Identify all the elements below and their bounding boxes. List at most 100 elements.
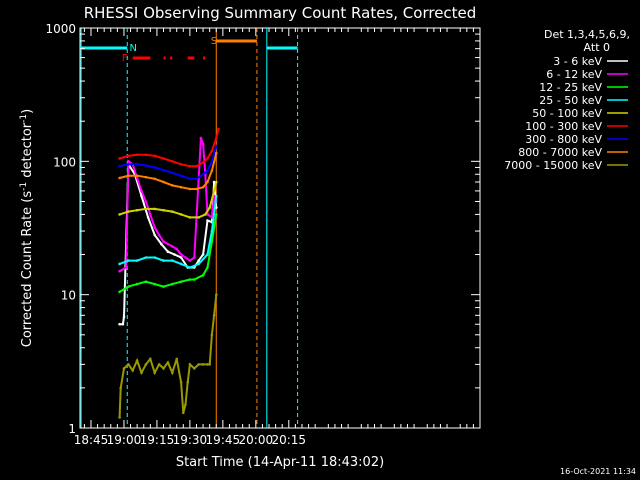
series-4-point <box>179 262 183 266</box>
legend-label: 50 - 100 keV <box>532 107 602 120</box>
series-3-point <box>127 285 130 288</box>
series-9-point <box>208 363 211 366</box>
plot-frame <box>79 27 481 429</box>
series-7-point <box>135 163 139 166</box>
series-6-point <box>201 161 205 164</box>
y-tick-label: 10 <box>61 289 76 303</box>
series-9-point <box>188 363 192 366</box>
series-7-point <box>127 163 130 166</box>
series-9-point <box>179 381 183 384</box>
series-1-point <box>140 194 143 198</box>
series-7-point <box>188 177 192 181</box>
legend-label: 800 - 7000 keV <box>518 146 602 159</box>
series-2-point <box>162 240 165 243</box>
y-tick-label: 1 <box>68 422 76 436</box>
series-4-point <box>135 259 139 262</box>
series-6-point <box>162 157 165 160</box>
series-3-point <box>193 278 196 281</box>
series-1-point <box>173 253 176 256</box>
series-8-point <box>215 151 218 155</box>
series-8-point <box>188 187 192 191</box>
series-3-point <box>206 266 209 269</box>
series-9-point <box>131 369 134 372</box>
legend-label: 100 - 300 keV <box>525 120 602 133</box>
series-3-point <box>153 282 156 286</box>
series-7-point <box>179 174 183 177</box>
series-8-point <box>162 180 165 184</box>
series-5-point <box>144 207 148 211</box>
series-6-point <box>118 157 121 160</box>
y-axis-label: Corrected Count Rate (s-1 detector-1) <box>19 109 35 347</box>
series-9-point <box>157 363 161 366</box>
series-5-point <box>208 206 211 209</box>
series-5-point <box>162 208 165 212</box>
series-2-point <box>153 226 156 229</box>
series-4-point <box>206 253 209 256</box>
series-5-point <box>127 210 130 213</box>
series-9-point <box>122 367 126 370</box>
series-8-point <box>135 174 139 177</box>
plot-content: N S F <box>80 28 299 428</box>
series-4-point <box>210 229 214 233</box>
series-9-point <box>166 361 170 364</box>
series-9-point <box>135 359 139 362</box>
series-2-point <box>140 189 143 193</box>
legend-header-1: Det 1,3,4,5,6,9, <box>544 28 630 41</box>
series-1-point <box>121 322 125 326</box>
series-8-point <box>201 185 205 189</box>
x-axis-label: Start Time (14-Apr-11 18:43:02) <box>176 455 384 470</box>
y-axis-label-part-1: Corrected Count Rate (s <box>20 191 35 348</box>
series-5-point <box>188 216 192 219</box>
series-1-point <box>197 259 200 262</box>
series-6-point <box>153 154 156 158</box>
series-3-point <box>201 273 205 277</box>
series-7-point <box>144 164 148 167</box>
x-tick-label: 20:15 <box>271 433 306 447</box>
series-1-point <box>160 242 163 246</box>
y-axis-label-sup-1: -1 <box>19 182 29 191</box>
y-axis-label-sup-2: -1 <box>19 114 29 123</box>
x-tick-label: 19:45 <box>206 433 241 447</box>
series-2-point <box>193 256 196 259</box>
series-3-point <box>179 280 183 284</box>
series-1-point <box>153 233 156 237</box>
series-7-point <box>195 177 198 181</box>
series-9-point <box>175 357 178 361</box>
series-1-point <box>212 180 216 184</box>
series-8-point <box>210 169 214 172</box>
series-5-point <box>135 208 139 212</box>
series-9-point <box>206 363 209 366</box>
series-9-point <box>215 293 218 297</box>
legend-label: 12 - 25 keV <box>539 81 602 94</box>
series-5-point <box>197 216 200 219</box>
series-5-point <box>171 210 174 213</box>
series-3-point <box>135 282 139 286</box>
series-4-point <box>197 262 200 266</box>
series-1-point <box>179 256 183 259</box>
series-4-point <box>215 194 218 198</box>
legend-label: 3 - 6 keV <box>553 55 602 68</box>
series-8-point <box>153 177 156 181</box>
series-9-point <box>119 386 122 390</box>
series-6-point <box>210 149 214 153</box>
chart-title: RHESSI Observing Summary Count Rates, Co… <box>84 4 477 22</box>
series-7-point <box>210 160 214 163</box>
series-2-point <box>118 269 121 273</box>
series-2-point <box>201 142 205 146</box>
y-axis-label-part-2: detector <box>20 122 35 182</box>
series-2-point <box>124 266 128 269</box>
series-9-point <box>149 357 152 361</box>
y-axis-label-part-3: ) <box>20 109 35 114</box>
series-7-point <box>118 164 121 168</box>
series-9-point <box>140 371 143 375</box>
x-tick-label: 19:15 <box>140 433 175 447</box>
series-9-point <box>197 363 200 366</box>
legend-label: 6 - 12 keV <box>546 68 602 81</box>
series-2-point <box>179 253 183 256</box>
series-9-point <box>162 367 165 370</box>
series-8-point <box>195 187 198 191</box>
series-6-point <box>171 160 174 163</box>
series-6-point <box>127 154 130 158</box>
